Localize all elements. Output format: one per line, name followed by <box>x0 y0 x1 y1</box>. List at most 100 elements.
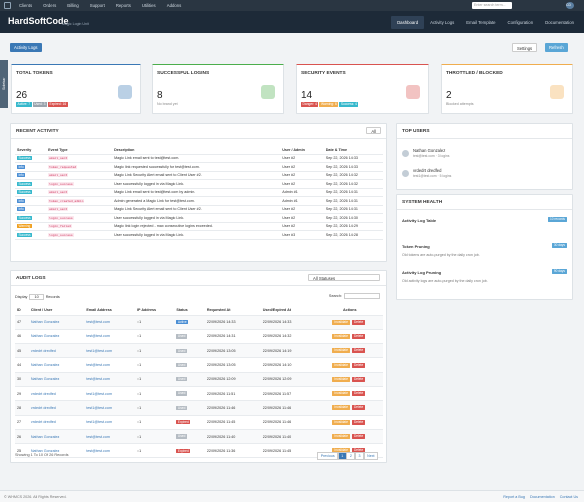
nav-tab[interactable]: Configuration <box>507 20 534 25</box>
health-item: Token Pruning 30 days Old tokens are auto-… <box>402 243 567 257</box>
cell: Info <box>15 205 47 214</box>
status-badge: Used <box>176 362 187 368</box>
footer-link[interactable]: Contact Us <box>559 495 578 499</box>
health-name: Activity Log Pruning <box>402 270 442 275</box>
cell: User successfully logged in via Magic Li… <box>112 213 281 223</box>
menu-item[interactable]: Reports <box>115 3 131 8</box>
cell: test@test.com <box>84 329 136 345</box>
page-link[interactable]: 3 <box>355 452 364 460</box>
audit-row: 28 vrdedrt dredfed test1@test.com::1 Used 22… <box>15 400 383 416</box>
event-type: login_failed <box>48 224 72 229</box>
cell: login_success <box>46 213 113 223</box>
delete-button[interactable]: Delete <box>352 348 366 354</box>
nav-tab[interactable]: Dashboard <box>391 16 425 29</box>
delete-button[interactable]: Delete <box>352 434 366 440</box>
module-nav: HardSoftCode Magic Login Unit Dashboard Act… <box>0 11 584 33</box>
nav-tab[interactable]: Documentation <box>545 20 574 25</box>
menu-item[interactable]: Utilities <box>141 3 156 8</box>
cell: ::1 <box>135 372 175 387</box>
search-box[interactable]: Enter search term... <box>472 2 512 9</box>
actions-cell: Invalidate Delete <box>316 372 383 387</box>
page-link[interactable]: 2 <box>346 452 356 460</box>
menu-item[interactable]: Orders <box>43 3 57 8</box>
cell: 25 <box>15 443 29 459</box>
cell: Admin #1 <box>280 196 324 206</box>
cell: 22/09/2026 13:05 <box>204 343 261 359</box>
cell: Nathan Gonzalez <box>28 329 85 345</box>
card-title: AUDIT LOGS <box>16 276 46 281</box>
delete-button[interactable]: Delete <box>352 376 366 382</box>
search-input[interactable] <box>344 293 380 299</box>
page-size[interactable]: 10 <box>29 294 44 300</box>
badges: Active: 7 Used: 3 Expired: 16 <box>16 102 68 107</box>
cell: 28 <box>15 400 29 416</box>
cell: Magic Link email sent to test@test.com. <box>112 154 281 163</box>
cell: token_requested <box>46 162 113 172</box>
activity-logs-button[interactable]: Activity Logs <box>10 43 42 52</box>
cell: Sep 22, 2026 14:31 <box>323 188 383 197</box>
header-row: ID Client / User Email Address IP Address St… <box>15 306 383 316</box>
menu-item[interactable]: Clients <box>19 3 33 8</box>
cell: 22/09/2026 14:32 <box>260 329 317 345</box>
invalidate-button[interactable]: Invalidate <box>332 348 350 354</box>
settings-button[interactable]: Settings <box>512 43 538 52</box>
filter-button[interactable]: All <box>366 127 381 134</box>
delete-button[interactable]: Delete <box>352 333 366 339</box>
sidebar-tab[interactable]: Sidebar <box>0 60 8 108</box>
invalidate-button[interactable]: Invalidate <box>332 319 350 325</box>
invalidate-button[interactable]: Invalidate <box>332 448 350 454</box>
audit-row: 45 vrdedrt dredfed test1@test.com::1 Used 22… <box>15 343 383 359</box>
cell: ::1 <box>135 400 175 416</box>
card-header <box>397 195 572 210</box>
menu-item[interactable]: Support <box>89 3 105 8</box>
delete-button[interactable]: Delete <box>352 405 366 411</box>
footer-link[interactable]: Report a Bug <box>503 495 525 499</box>
activity-row: Info email_sent Magic Link Security Alert … <box>15 205 383 214</box>
cell: Admin #1 <box>280 188 324 197</box>
nav-tab[interactable]: Email Template <box>466 20 496 25</box>
cell: 22/09/2026 14:31 <box>204 329 261 345</box>
invalidate-button[interactable]: Invalidate <box>332 362 350 368</box>
delete-button[interactable]: Delete <box>352 319 366 325</box>
cell: Nathan Gonzalez <box>28 372 85 387</box>
user-avatar[interactable]: CD <box>566 2 574 9</box>
cell: 22/09/2026 11:46 <box>260 400 317 416</box>
cell: email_sent <box>46 205 113 214</box>
invalidate-button[interactable]: Invalidate <box>332 376 350 382</box>
delete-button[interactable]: Delete <box>352 362 366 368</box>
event-type: token_created_admin <box>48 198 85 203</box>
card-header <box>397 124 572 139</box>
invalidate-button[interactable]: Invalidate <box>332 434 350 440</box>
invalidate-button[interactable]: Invalidate <box>332 391 350 397</box>
footer-link[interactable]: Documentation <box>529 495 555 499</box>
invalidate-button[interactable]: Invalidate <box>332 333 350 339</box>
delete-button[interactable]: Delete <box>352 391 366 397</box>
stat-card: SECURITY EVENTS 14 Danger: 4 Warning: 6 Succ… <box>296 64 429 114</box>
delete-button[interactable]: Delete <box>352 419 366 425</box>
card-header <box>11 271 386 286</box>
cell: login_success <box>46 179 113 189</box>
page-link[interactable]: Next <box>363 452 378 460</box>
cell: Sep 22, 2026 14:32 <box>323 171 383 180</box>
cell: Used <box>174 343 205 359</box>
refresh-button[interactable]: Refresh <box>545 43 568 52</box>
status-filter[interactable]: All Statuses <box>308 274 380 281</box>
nav-tab[interactable]: Activity Logs <box>430 20 455 25</box>
audit-row: 29 vrdedrt dredfed test1@test.com::1 Used 22… <box>15 386 383 402</box>
cell: 29 <box>15 386 29 402</box>
event-type: email_sent <box>48 173 69 178</box>
cell: ::1 <box>135 429 175 445</box>
actions-cell: Invalidate Delete <box>316 415 383 430</box>
column-header: Client / User <box>28 306 85 316</box>
page-link[interactable]: Previous <box>317 452 339 460</box>
invalidate-button[interactable]: Invalidate <box>332 419 350 425</box>
page-link[interactable]: 1 <box>337 452 347 460</box>
cell: 22/09/2026 12:09 <box>204 372 261 387</box>
menu-item[interactable]: Addons <box>166 3 182 8</box>
delete-button[interactable]: Delete <box>352 448 366 454</box>
header-row: Severity Event Type Description User / Admi… <box>15 146 383 155</box>
cell: Sep 22, 2026 14:33 <box>323 154 383 163</box>
cell: test@test.com <box>84 357 136 373</box>
invalidate-button[interactable]: Invalidate <box>332 405 350 411</box>
menu-item[interactable]: Billing <box>67 3 79 8</box>
